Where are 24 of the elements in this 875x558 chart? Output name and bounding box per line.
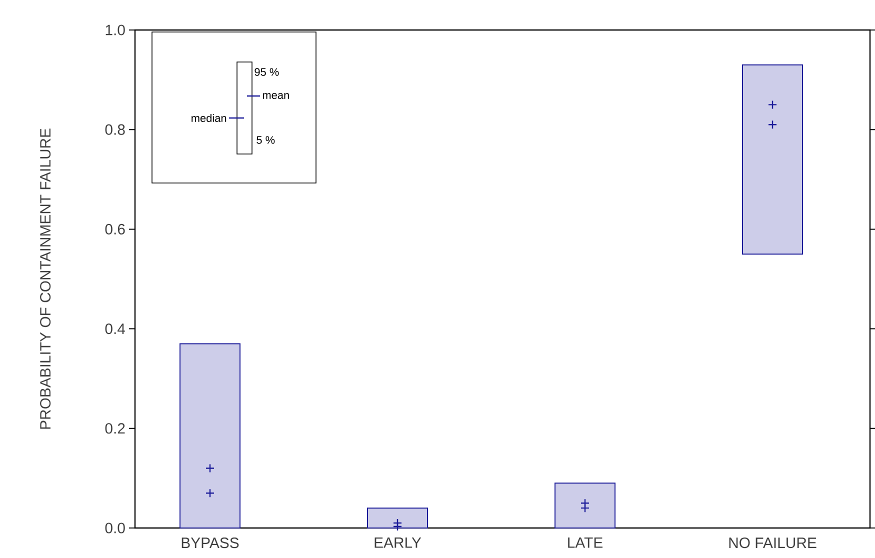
x-tick-label: NO FAILURE <box>729 538 816 548</box>
x-tick-label: BYPASS <box>182 538 239 548</box>
x-tick-label: LATE <box>568 538 603 548</box>
legend-label: mean <box>262 93 289 99</box>
bar <box>367 508 428 528</box>
legend-label: median <box>192 114 226 122</box>
bar <box>180 343 240 528</box>
x-tick-label: EARLY <box>374 538 422 548</box>
annotation: 95 % <box>254 68 279 76</box>
bar <box>554 482 616 528</box>
point <box>205 488 215 498</box>
point <box>580 498 590 508</box>
y-tick-label: 0.0 <box>105 522 125 534</box>
y-tick-label: 1.0 <box>106 24 125 36</box>
y-tick-label: 0.4 <box>105 324 126 334</box>
bar <box>742 64 804 255</box>
y-axis-title: PROBABILITY OF CONTAINMENT FAILURE <box>40 128 51 429</box>
y-tick-label: 0.2 <box>105 423 125 434</box>
point <box>205 464 215 473</box>
y-tick-label: 0.6 <box>105 224 125 234</box>
annotation: 5 % <box>256 136 275 144</box>
point <box>768 100 778 110</box>
y-tick-label: 0.8 <box>105 124 125 135</box>
point <box>768 120 778 130</box>
